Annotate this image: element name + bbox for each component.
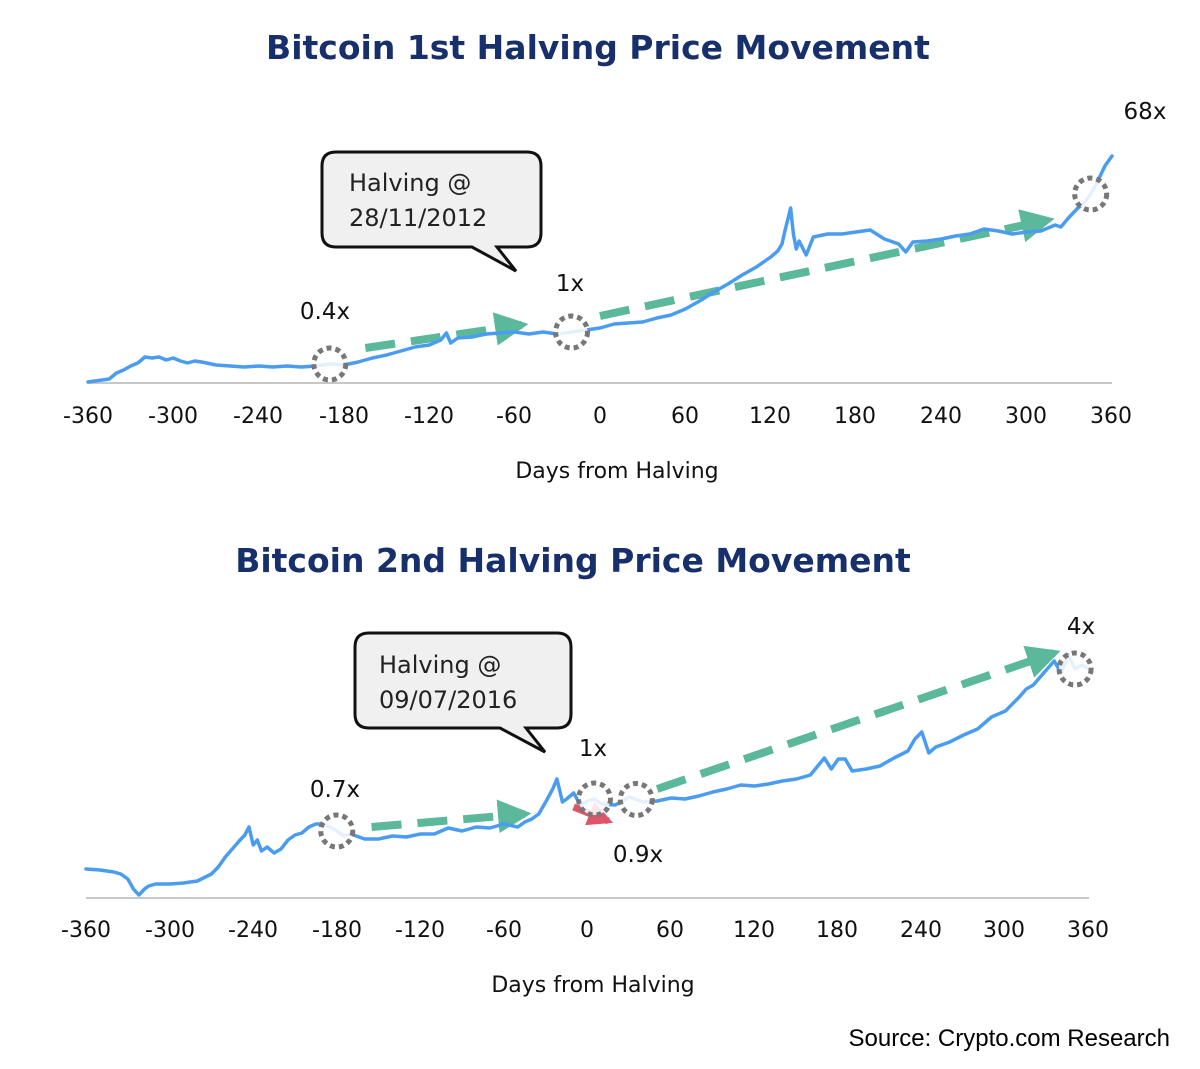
chart-1-x-tick-label: 0 <box>593 404 607 429</box>
chart-2-x-tick-label: 240 <box>900 918 942 943</box>
chart-1-title: Bitcoin 1st Halving Price Movement <box>266 28 930 67</box>
chart-1-x-tick-label: -300 <box>148 404 198 429</box>
chart-2-x-tick-label: 0 <box>580 918 594 943</box>
up-trend-arrow <box>655 645 1061 793</box>
chart-1-x-tick-label: -180 <box>319 404 369 429</box>
annotation-0-7x: 0.7x <box>310 777 360 803</box>
chart-2-x-tick-label: 120 <box>733 918 775 943</box>
annotation-1x: 1x <box>556 271 584 297</box>
chart-2-x-tick-label: -180 <box>312 918 362 943</box>
up-trend-arrow <box>364 312 529 352</box>
data-point-marker <box>617 781 655 818</box>
chart-1-x-tick-label: -60 <box>496 404 532 429</box>
up-trend-arrow <box>371 799 532 834</box>
chart-2-x-tick-label: -60 <box>486 918 522 943</box>
chart-1-x-tick-label: 240 <box>920 404 962 429</box>
chart-2-x-tick-label: 300 <box>983 918 1025 943</box>
callout-line-2: 28/11/2012 <box>349 204 487 232</box>
chart-2: Bitcoin 2nd Halving Price Movement -360 … <box>61 541 1109 998</box>
source-credit: Source: Crypto.com Research <box>849 1025 1170 1052</box>
callout-bubble <box>320 150 543 273</box>
annotation-1x: 1x <box>579 736 607 762</box>
chart-2-x-tick-label: 360 <box>1067 918 1109 943</box>
chart-1-x-tick-label: 180 <box>834 404 876 429</box>
chart-1-x-axis-label: Days from Halving <box>515 459 718 484</box>
chart-1-x-tick-label: -240 <box>233 404 283 429</box>
callout-line-1: Halving @ <box>349 169 471 197</box>
chart-1-x-tick-label: 360 <box>1090 404 1132 429</box>
chart-2-x-tick-label: 60 <box>656 918 684 943</box>
data-point-marker <box>575 780 613 818</box>
chart-1-x-tick-label: 120 <box>749 404 791 429</box>
chart-1-x-tick-label: -360 <box>63 404 113 429</box>
data-point-marker <box>1056 650 1094 688</box>
annotation-0-4x: 0.4x <box>300 299 350 325</box>
data-point-marker <box>311 345 349 383</box>
chart-2-x-tick-label: -240 <box>228 918 278 943</box>
data-point-marker <box>553 313 591 351</box>
up-trend-arrow <box>599 209 1055 320</box>
chart-2-price-line <box>84 653 1091 897</box>
annotation-0-9x: 0.9x <box>613 842 663 868</box>
chart-2-markers <box>318 650 1094 850</box>
data-point-marker <box>318 812 356 850</box>
chart-2-title: Bitcoin 2nd Halving Price Movement <box>235 541 911 580</box>
chart-2-x-tick-label: -120 <box>395 918 445 943</box>
callout-line-2: 09/07/2016 <box>379 686 517 714</box>
chart-2-x-tick-label: -360 <box>61 918 111 943</box>
chart-2-halving-callout: Halving @ 09/07/2016 <box>353 631 573 754</box>
chart-1-price-line <box>86 154 1114 384</box>
annotation-68x: 68x <box>1124 99 1167 125</box>
chart-1-halving-callout: Halving @ 28/11/2012 <box>320 150 543 273</box>
chart-1-x-tick-labels: -360 -300 -240 -180 -120 -60 0 60 120 18… <box>63 404 1132 429</box>
chart-1-x-tick-label: 300 <box>1005 404 1047 429</box>
annotation-4x: 4x <box>1067 614 1095 640</box>
chart-2-x-tick-label: 180 <box>816 918 858 943</box>
callout-bubble <box>353 631 573 754</box>
chart-1-markers <box>311 175 1110 383</box>
chart-1-x-tick-label: 60 <box>671 404 699 429</box>
chart-1-trend-arrows <box>364 209 1055 352</box>
chart-2-x-tick-label: -300 <box>145 918 195 943</box>
chart-2-x-tick-labels: -360 -300 -240 -180 -120 -60 0 60 120 18… <box>61 918 1109 943</box>
chart-1-x-tick-label: -120 <box>404 404 454 429</box>
chart-2-x-axis-label: Days from Halving <box>491 973 694 998</box>
callout-line-1: Halving @ <box>379 651 501 679</box>
data-point-marker <box>1072 175 1110 213</box>
chart-1: Bitcoin 1st Halving Price Movement -360 … <box>63 28 1166 484</box>
